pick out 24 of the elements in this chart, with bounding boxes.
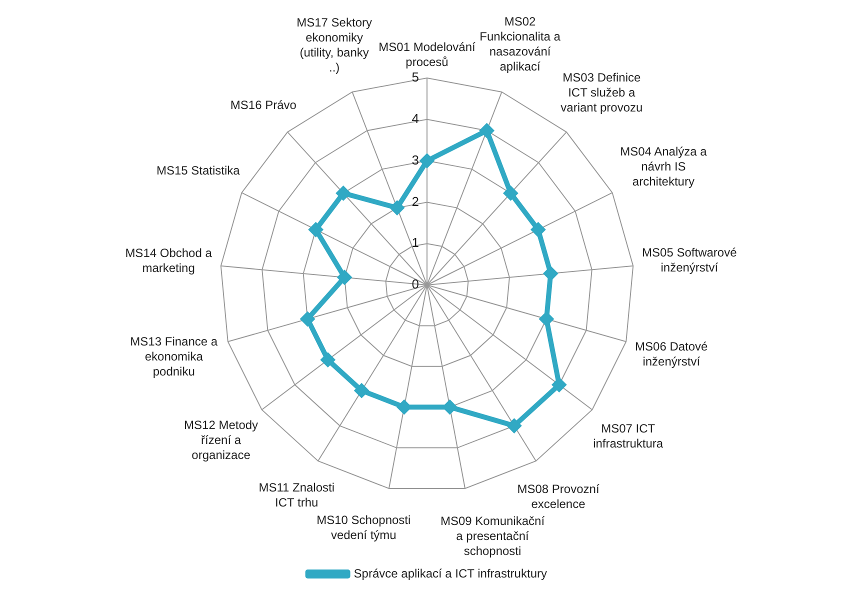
spoke-label: MS13 Finance a ekonomika podniku: [130, 334, 218, 378]
spoke-label: MS15 Statistika: [156, 163, 240, 178]
spoke-label: MS01 Modelování procesů: [378, 40, 476, 69]
spoke-label: MS02 Funkcionalita a nasazování aplikací: [480, 14, 561, 74]
y-tick-label: 1: [412, 235, 419, 250]
spoke-label: MS12 Metody řízení a organizace: [184, 418, 258, 462]
spoke-label: MS08 Provozní excelence: [517, 482, 600, 511]
y-tick-label: 3: [412, 152, 419, 168]
spoke-label: MS11 Znalosti ICT trhu: [258, 480, 335, 510]
spoke-label: MS10 Schopnosti vedení týmu: [316, 513, 411, 542]
spoke-label: MS07 ICT infrastruktura: [593, 422, 664, 451]
spoke-label: MS14 Obchod a marketing: [125, 246, 212, 275]
y-tick-label: 2: [412, 194, 419, 209]
y-tick-label: 4: [412, 110, 419, 126]
spoke-label: MS06 Datové inženýrství: [635, 339, 708, 368]
spoke-label: MS09 Komunikační a presentační schopnosti: [440, 514, 546, 558]
spoke-label: MS17 Sektory ekonomiky (utility, banky ..): [296, 16, 372, 75]
spoke-label: MS05 Softwarové inženýrství: [642, 245, 738, 274]
y-tick-label: 0: [412, 276, 419, 292]
spoke-label: MS16 Právo: [230, 98, 297, 112]
y-tick-label: 5: [412, 70, 419, 85]
legend-label: Správce aplikací a ICT infrastruktury: [354, 566, 547, 580]
spoke-label: MS04 Analýza a návrh IS architektury: [620, 144, 708, 189]
spoke-label: MS03 Definice ICT služeb a variant provozu: [560, 70, 643, 115]
